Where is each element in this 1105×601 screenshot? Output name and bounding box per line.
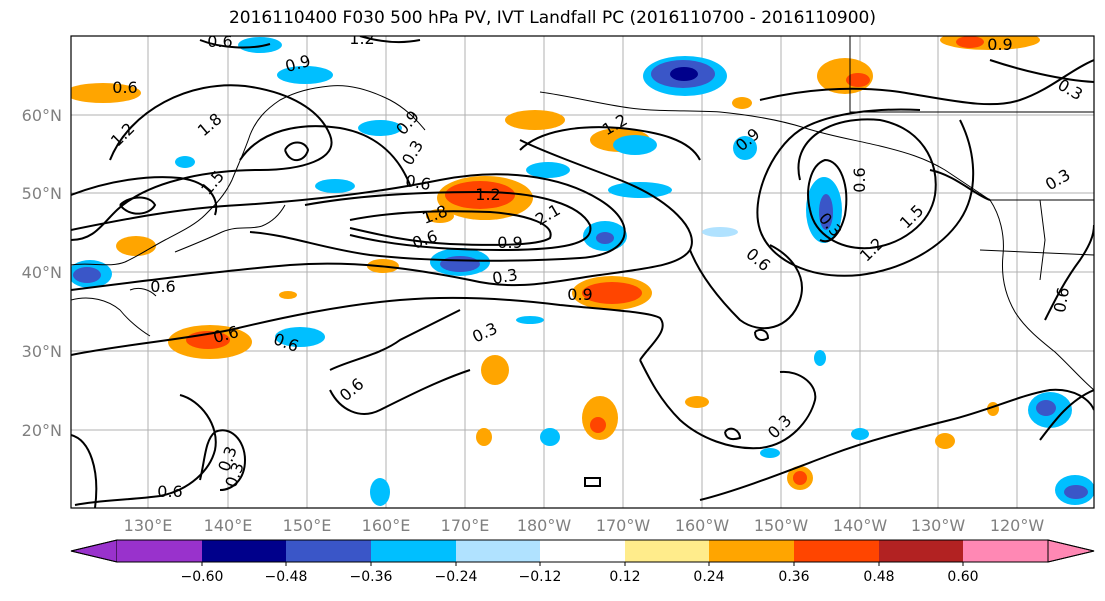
latitude-label: 40°N <box>22 263 62 282</box>
colorbar-outline <box>70 539 1095 563</box>
contour-label: 0.9 <box>987 35 1012 54</box>
coastlines <box>71 36 1094 391</box>
contour-label: 0.6 <box>157 482 182 501</box>
colorbar-segment <box>540 540 625 562</box>
colorbar-tick-label: −0.24 <box>435 569 478 585</box>
latitude-label: 60°N <box>22 106 62 125</box>
colorbar-segment <box>625 540 709 562</box>
colorbar-tick-label: −0.48 <box>265 569 308 585</box>
colorbar-segment <box>286 540 371 562</box>
colorbar-segment <box>709 540 794 562</box>
longitude-label: 160°E <box>362 516 411 535</box>
contour-label: 0.3 <box>491 265 519 288</box>
colorbar <box>70 539 1095 563</box>
contour-label: 1.2 <box>475 185 500 204</box>
colorbar-tick-label: −0.36 <box>350 569 393 585</box>
colorbar-segment <box>794 540 879 562</box>
pv-contours <box>71 36 1094 508</box>
colorbar-segment <box>117 540 202 562</box>
contour-label: 0.6 <box>150 277 175 296</box>
latitude-labels: 60°N 50°N 40°N 30°N 20°N <box>22 106 62 440</box>
colorbar-tick-label: 0.24 <box>693 569 724 585</box>
colorbar-tick-label: 0.60 <box>947 569 978 585</box>
colorbar-segment <box>963 540 1048 562</box>
map-frame <box>70 35 1095 509</box>
colorbar-tick-label: −0.12 <box>519 569 562 585</box>
longitude-labels: 130°E 140°E 150°E 160°E 170°E 180°W 170°W 160°W… <box>124 516 1045 535</box>
contour-label: 0.6 <box>850 167 869 192</box>
longitude-label: 150°E <box>283 516 332 535</box>
latitude-label: 20°N <box>22 421 62 440</box>
colorbar-tick-label: 0.12 <box>609 569 640 585</box>
colorbar-tick-label: −0.60 <box>181 569 224 585</box>
colorbar-segment <box>202 540 286 562</box>
colorbar-ticks: −0.60 −0.48 −0.36 −0.24 −0.12 0.12 0.24 0.36 0.4… <box>181 562 979 585</box>
longitude-label: 180°W <box>517 516 572 535</box>
contour-label: 0.9 <box>497 233 522 252</box>
longitude-label: 130°W <box>911 516 966 535</box>
contour-label: 0.6 <box>404 171 432 194</box>
colorbar-extend-high <box>1047 539 1095 563</box>
longitude-label: 170°W <box>596 516 651 535</box>
colorbar-segment <box>456 540 540 562</box>
colorbar-segment <box>371 540 456 562</box>
longitude-label: 150°W <box>754 516 809 535</box>
map-title: 2016110400 F030 500 hPa PV, IVT Landfall… <box>228 8 876 28</box>
contour-label: 1.2 <box>349 29 374 48</box>
longitude-label: 160°W <box>675 516 730 535</box>
colorbar-tick-label: 0.36 <box>778 569 809 585</box>
latitude-label: 50°N <box>22 184 62 203</box>
colorbar-extend-low <box>70 539 118 563</box>
colorbar-segment <box>879 540 963 562</box>
longitude-label: 140°W <box>833 516 888 535</box>
contour-label: 0.6 <box>1050 286 1073 314</box>
contour-label: 0.9 <box>567 285 592 304</box>
longitude-label: 140°E <box>204 516 253 535</box>
colorbar-tick-label: 0.48 <box>863 569 894 585</box>
longitude-label: 130°E <box>124 516 173 535</box>
contour-label: 0.6 <box>207 32 232 51</box>
contour-label: 0.6 <box>112 78 137 97</box>
longitude-label: 170°E <box>441 516 490 535</box>
latitude-label: 30°N <box>22 342 62 361</box>
longitude-label: 120°W <box>990 516 1045 535</box>
